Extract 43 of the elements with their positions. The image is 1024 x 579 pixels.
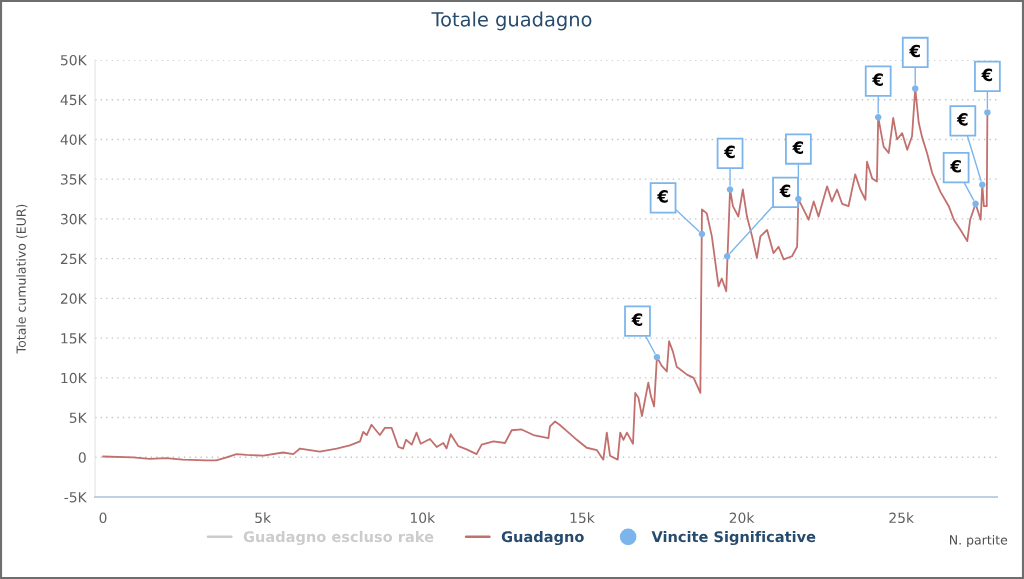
point bbox=[984, 109, 991, 116]
data-label: € bbox=[956, 113, 968, 126]
y-tick-label: 50K bbox=[60, 54, 87, 66]
point bbox=[972, 200, 979, 208]
x-tick-label: 25k bbox=[889, 512, 914, 524]
x-tick-label: 20k bbox=[729, 512, 755, 524]
chart-title: Totale guadagno bbox=[431, 11, 592, 31]
y-tick-label: 45K bbox=[60, 94, 87, 106]
data-label: € bbox=[909, 44, 920, 58]
x-tick-label: 15k bbox=[570, 512, 595, 524]
y-tick-label: 10K bbox=[61, 372, 87, 384]
point bbox=[653, 353, 661, 361]
x-tick-label: 10k bbox=[410, 512, 436, 524]
data-label: € bbox=[631, 313, 643, 326]
data-label: € bbox=[950, 159, 961, 173]
data-label: € bbox=[872, 73, 883, 86]
point bbox=[979, 181, 986, 188]
y-tick-label: 15K bbox=[61, 333, 87, 344]
data-label: € bbox=[792, 141, 804, 154]
point bbox=[726, 186, 734, 193]
point bbox=[874, 113, 882, 121]
y-tick-label: 35K bbox=[60, 174, 87, 185]
y-tick-label: 25K bbox=[60, 253, 87, 265]
point bbox=[911, 85, 919, 92]
data-label: € bbox=[779, 184, 791, 198]
y-tick-label: 5K bbox=[69, 412, 87, 424]
data-label: € bbox=[656, 190, 668, 203]
data-label: € bbox=[723, 145, 735, 159]
legend-label: Guadagno bbox=[501, 530, 584, 546]
x-tick-label: 5k bbox=[255, 512, 272, 524]
y-tick-label: 0 bbox=[78, 452, 86, 463]
y-tick-label: 30K bbox=[60, 213, 87, 225]
legend-label: Vincite Significative bbox=[651, 530, 816, 546]
x-tick-label: 0 bbox=[99, 512, 107, 524]
point bbox=[698, 230, 706, 238]
y-axis-title: Totale cumulativo (EUR) bbox=[16, 204, 28, 354]
point bbox=[723, 252, 731, 260]
point bbox=[795, 195, 802, 203]
y-tick-label: 20K bbox=[60, 293, 87, 304]
x-axis-title: N. partite bbox=[950, 534, 1008, 548]
y-tick-label: -5K bbox=[64, 492, 87, 503]
y-tick-label: 40K bbox=[60, 134, 87, 145]
data-label: € bbox=[981, 68, 993, 82]
